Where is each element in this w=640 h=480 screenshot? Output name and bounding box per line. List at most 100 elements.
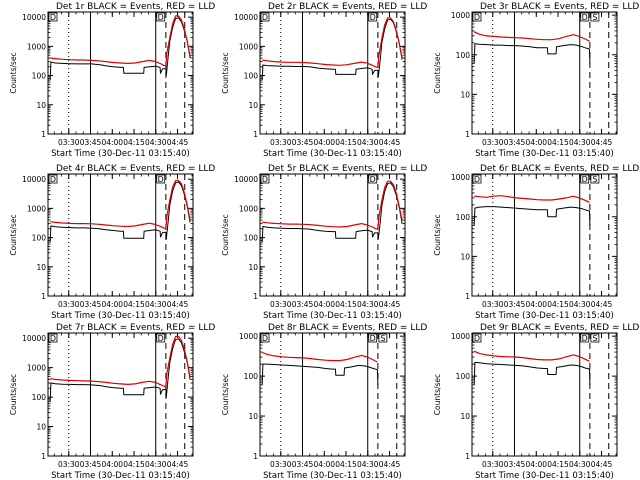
- flag-label: S: [380, 334, 385, 343]
- x-tick-label: 04:45: [379, 460, 401, 469]
- x-tick-label: 04:30: [569, 138, 591, 147]
- flag-label: D: [50, 13, 56, 22]
- x-axis-label: Start Time (30-Dec-11 03:15:40): [475, 471, 614, 480]
- x-tick-label: 04:45: [379, 138, 401, 147]
- axes-frame: [47, 332, 194, 457]
- x-tick-label: 04:30: [357, 460, 379, 469]
- y-tick-label: 1: [41, 130, 46, 139]
- lld-series-line: [261, 351, 378, 363]
- x-tick-label: 03:30: [58, 300, 80, 309]
- x-axis-label: Start Time (30-Dec-11 03:15:40): [51, 471, 190, 480]
- events-series-line: [49, 181, 191, 243]
- panel-title: Det 8r BLACK = Events, RED = LLD: [268, 323, 427, 333]
- trace-group: [261, 180, 403, 243]
- y-axis-label: Counts/sec: [9, 52, 18, 93]
- flag-label: D: [370, 13, 376, 22]
- flag-box: [368, 333, 378, 343]
- axes-frame: [259, 11, 406, 135]
- trace-group: [261, 17, 403, 81]
- x-tick-label: 03:45: [504, 460, 526, 469]
- x-tick-label: 04:45: [167, 460, 189, 469]
- lld-series-line: [50, 335, 191, 387]
- trace-group: [473, 350, 591, 386]
- flag-box: [48, 333, 58, 343]
- y-tick-label: 10: [460, 252, 470, 261]
- flag-label: D: [582, 13, 588, 22]
- y-tick-label: 1: [253, 292, 258, 301]
- axes-frame: [259, 173, 406, 297]
- events-series-line: [261, 18, 403, 81]
- flag-label: D: [262, 175, 268, 184]
- x-tick-label: 04:00: [101, 460, 123, 469]
- y-tick-label: 100: [456, 51, 471, 60]
- x-tick-label: 03:45: [80, 138, 102, 147]
- flag-label: D: [50, 175, 56, 184]
- x-tick-label: 03:45: [292, 300, 314, 309]
- y-tick-label: 10: [36, 263, 46, 272]
- panel-title: Det 7r BLACK = Events, RED = LLD: [56, 323, 215, 333]
- x-tick-label: 03:30: [270, 460, 292, 469]
- events-series-line: [261, 363, 379, 386]
- flag-label: S: [592, 334, 597, 343]
- x-tick-label: 04:30: [569, 460, 591, 469]
- panel-det-3r: Det 3r BLACK = Events, RED = LLD 1 10 100 10…: [433, 2, 639, 159]
- y-tick-label: 10: [248, 412, 258, 421]
- x-tick-label: 04:00: [525, 138, 547, 147]
- flag-box: [156, 333, 166, 343]
- flag-label: D: [474, 13, 480, 22]
- y-tick-label: 1: [253, 130, 258, 139]
- x-tick-label: 04:30: [145, 460, 167, 469]
- x-tick-label: 04:45: [591, 138, 613, 147]
- x-tick-label: 03:30: [482, 460, 504, 469]
- y-tick-label: 100: [32, 393, 47, 402]
- y-tick-label: 1: [465, 130, 470, 139]
- x-tick-label: 03:30: [58, 460, 80, 469]
- lld-series-line: [50, 179, 191, 229]
- axes-frame: [471, 173, 618, 297]
- y-tick-label: 1000: [27, 42, 46, 51]
- x-tick-label: 04:30: [145, 138, 167, 147]
- x-tick-label: 04:00: [101, 138, 123, 147]
- x-axis-label: Start Time (30-Dec-11 03:15:40): [475, 311, 614, 321]
- flag-box: [472, 333, 482, 343]
- lld-series-line: [262, 180, 403, 230]
- flag-box: [590, 174, 600, 184]
- x-tick-label: 04:30: [569, 300, 591, 309]
- flag-box: [590, 12, 600, 22]
- y-tick-label: 1000: [27, 364, 46, 373]
- x-tick-label: 04:15: [335, 300, 357, 309]
- x-tick-label: 04:15: [123, 460, 145, 469]
- flag-label: D: [370, 334, 376, 343]
- x-tick-label: 03:45: [292, 138, 314, 147]
- x-tick-label: 04:00: [313, 300, 335, 309]
- x-tick-label: 03:30: [482, 300, 504, 309]
- x-tick-label: 04:00: [101, 300, 123, 309]
- panel-title: Det 1r BLACK = Events, RED = LLD: [56, 2, 215, 12]
- y-tick-label: 1000: [451, 332, 470, 341]
- x-tick-label: 04:15: [335, 138, 357, 147]
- x-axis-label: Start Time (30-Dec-11 03:15:40): [475, 149, 614, 159]
- y-tick-label: 100: [244, 372, 259, 381]
- x-tick-label: 04:45: [591, 300, 613, 309]
- trace-group: [473, 31, 591, 64]
- axes-frame: [471, 332, 618, 457]
- y-axis-label: Counts/sec: [433, 214, 442, 255]
- x-tick-label: 03:45: [292, 460, 314, 469]
- flag-label: D: [582, 175, 588, 184]
- flag-label: D: [262, 13, 268, 22]
- y-tick-label: 100: [32, 234, 47, 243]
- trace-group: [261, 351, 379, 386]
- y-axis-label: Counts/sec: [9, 214, 18, 255]
- events-series-line: [49, 338, 191, 402]
- flag-label: D: [370, 175, 376, 184]
- x-tick-label: 04:00: [313, 460, 335, 469]
- y-axis-label: Counts/sec: [433, 52, 442, 93]
- x-tick-label: 04:00: [313, 138, 335, 147]
- flag-box: [156, 12, 166, 22]
- flag-box: [368, 174, 378, 184]
- axes-frame: [47, 11, 194, 135]
- y-tick-label: 100: [244, 72, 259, 81]
- y-tick-label: 1000: [451, 11, 470, 20]
- flag-label: D: [474, 334, 480, 343]
